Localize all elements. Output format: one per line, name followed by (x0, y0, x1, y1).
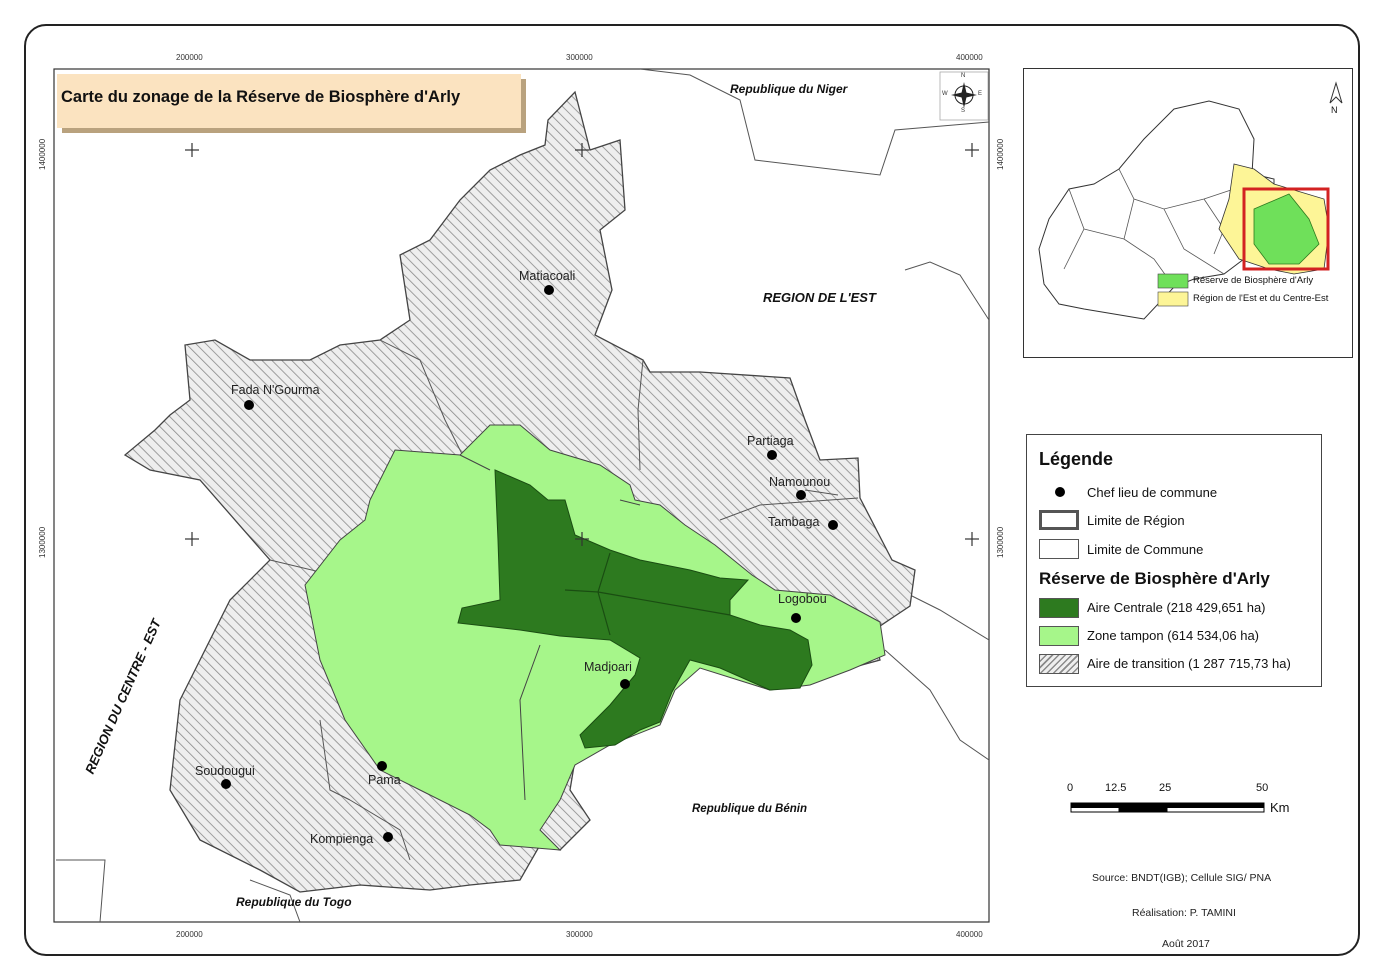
swatch-aire-centrale (1039, 598, 1079, 618)
inset-swatch-region (1157, 291, 1189, 307)
dot-pama (377, 761, 387, 771)
map-frame (24, 24, 1360, 956)
inset-reserve (1253, 193, 1320, 265)
tick-top-1: 200000 (176, 53, 203, 62)
credit-author: Réalisation: P. TAMINI (1132, 907, 1236, 919)
credit-date: Août 2017 (1162, 938, 1210, 950)
inset-north-label: N (1331, 105, 1338, 115)
inset-north-arrow-icon (1329, 81, 1343, 104)
place-label: Tambaga (768, 515, 820, 529)
compass-e: E (978, 91, 983, 97)
map-title: Carte du zonage de la Réserve de Biosphè… (61, 88, 461, 106)
black-dot-icon (1055, 487, 1065, 497)
label-region-est: REGION DE L'EST (763, 290, 876, 305)
place-label: Kompienga (310, 832, 374, 846)
dot-soudougui (221, 779, 231, 789)
place-label: Namounou (769, 475, 831, 489)
place-dots (221, 285, 838, 842)
inset-legend-reserve: Réserve de Biosphère d'Arly (1193, 275, 1314, 286)
legend-zone-label: Zone tampon (614 534,06 ha) (1087, 628, 1260, 643)
legend: Légende Chef lieu de commune Limite de R… (1026, 434, 1322, 687)
tick-right-1: 1400000 (996, 138, 1005, 170)
tick-bottom-1: 200000 (176, 930, 203, 939)
aire-centrale (457, 469, 813, 749)
dot-namounou (796, 490, 806, 500)
inset-focus-frame (1242, 187, 1330, 271)
tick-top-2: 300000 (566, 53, 593, 62)
inset-swatch-reserve (1157, 273, 1189, 289)
legend-reserve-title: Réserve de Biosphère d'Arly (1039, 569, 1270, 588)
tick-bottom-2: 300000 (566, 930, 593, 939)
tick-left-2: 1300000 (38, 526, 47, 558)
credit-source: Source: BNDT(IGB); Cellule SIG/ PNA (1092, 872, 1272, 884)
core-internal-lines (564, 552, 731, 636)
legend-item-label: Chef lieu de commune (1087, 485, 1218, 500)
place-label: Fada N'Gourma (231, 383, 320, 397)
external-boundaries (56, 69, 989, 922)
dot-fada (244, 400, 254, 410)
dot-kompienga (383, 832, 393, 842)
dot-madjoari (620, 679, 630, 689)
scalebar-unit: Km (1270, 800, 1290, 815)
dot-logobou (791, 613, 801, 623)
scalebar-label: 25 (1159, 782, 1172, 794)
buffer-internal-lines (459, 454, 641, 801)
inset-map-svg (1038, 81, 1343, 320)
label-niger: Republique du Niger (730, 82, 848, 96)
scalebar-label: 0 (1067, 782, 1074, 794)
place-label: Pama (368, 773, 401, 787)
legend-item-label: Limite de Région (1087, 513, 1185, 528)
place-label: Madjoari (584, 660, 632, 674)
compass-n: N (961, 73, 966, 79)
tick-bottom-3: 400000 (956, 930, 983, 939)
inset-map: Réserve de Biosphère d'Arly Région de l'… (1023, 68, 1353, 358)
compass-w: W (942, 91, 948, 97)
legend-zone-label: Aire Centrale (218 429,651 ha) (1087, 600, 1266, 615)
label-togo: Republique du Togo (236, 895, 352, 909)
compass-s: S (961, 108, 966, 114)
commune-boundary-swatch (1039, 539, 1079, 559)
tick-right-2: 1300000 (996, 526, 1005, 558)
region-boundary-swatch (1039, 510, 1079, 530)
grid-crosses (185, 143, 979, 546)
compass-rose-icon (939, 71, 989, 121)
place-label: Soudougui (195, 764, 255, 778)
place-label: Matiacoali (519, 269, 576, 283)
place-label: Logobou (778, 592, 827, 606)
legend-zone-label: Aire de transition (1 287 715,73 ha) (1087, 656, 1291, 671)
swatch-zone-tampon (1039, 626, 1079, 646)
scalebar-label: 50 (1256, 782, 1269, 794)
place-label: Partiaga (747, 434, 794, 448)
swatch-aire-transition (1039, 654, 1079, 674)
dot-partiaga (767, 450, 777, 460)
scalebar (1070, 802, 1265, 813)
legend-item-label: Limite de Commune (1087, 542, 1204, 557)
tick-top-3: 400000 (956, 53, 983, 62)
map-title-box: Carte du zonage de la Réserve de Biosphè… (57, 74, 521, 128)
legend-title: Légende (1039, 449, 1114, 469)
scalebar-label: 12.5 (1105, 782, 1127, 794)
inset-legend-region: Région de l'Est et du Centre-Est (1193, 293, 1329, 304)
dot-matiacoali (544, 285, 554, 295)
label-benin: Republique du Bénin (692, 803, 807, 815)
dot-tambaga (828, 520, 838, 530)
tick-left-1: 1400000 (38, 138, 47, 170)
